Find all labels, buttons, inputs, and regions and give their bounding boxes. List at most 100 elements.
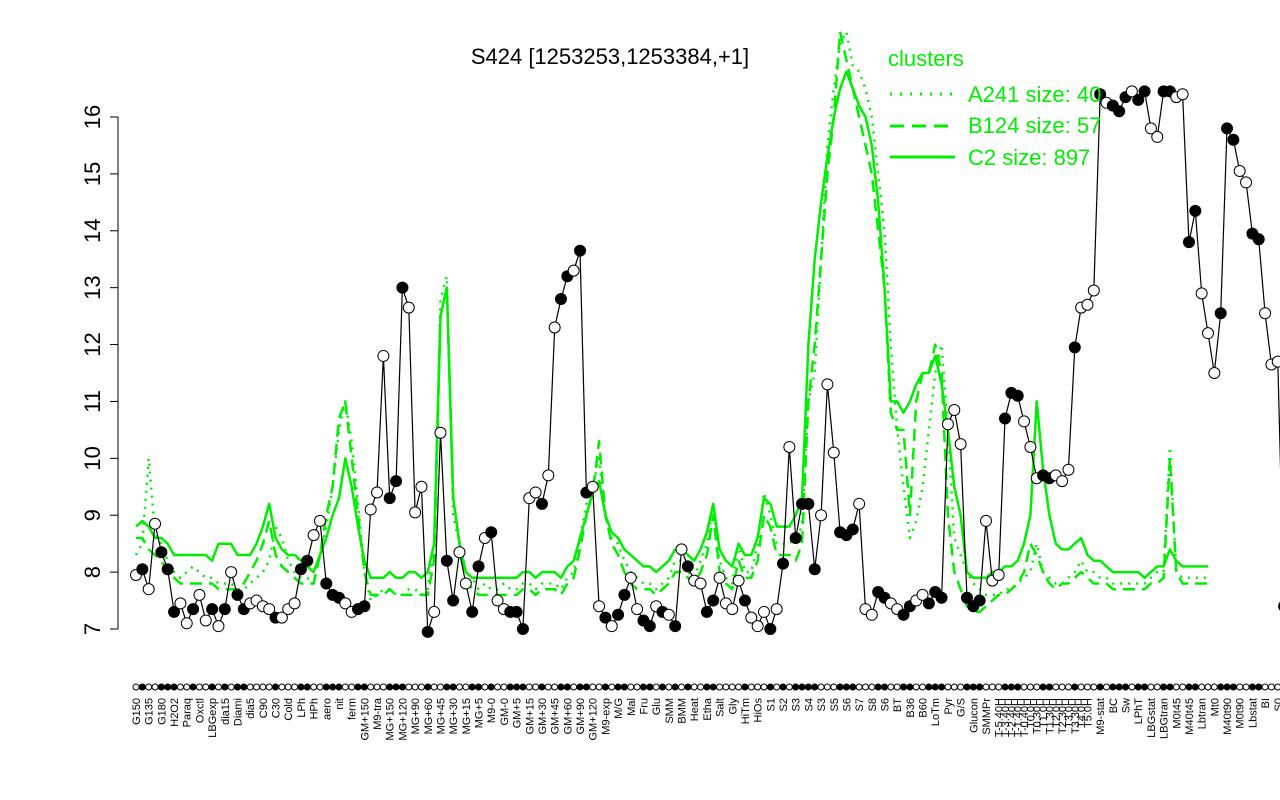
sample-point	[199, 614, 212, 627]
rug-mark	[893, 683, 901, 691]
rug-mark	[887, 683, 895, 691]
sample-point	[1087, 284, 1100, 297]
x-tick-label: GM+120	[588, 698, 600, 741]
rug-mark	[760, 683, 768, 691]
rug-mark	[906, 683, 914, 691]
x-tick-label: G135	[144, 698, 156, 725]
x-tick-label: MG+120	[397, 698, 409, 741]
rug-mark	[170, 683, 178, 691]
x-tick-label: HPh	[309, 698, 321, 719]
rug-mark	[443, 683, 451, 691]
sample-point	[1176, 88, 1189, 101]
rug-mark	[145, 683, 153, 691]
rug-mark	[456, 683, 464, 691]
rug-mark	[506, 683, 514, 691]
rug-mark	[982, 683, 990, 691]
x-tick-label: GM+45	[550, 698, 562, 734]
sample-point	[764, 623, 777, 635]
rug-mark	[880, 683, 888, 691]
x-tick-label: Etha	[702, 697, 714, 721]
x-tick-label: S5	[829, 698, 841, 711]
x-tick-label: M0t90	[1235, 698, 1247, 729]
rug-mark	[658, 683, 666, 691]
rug-mark	[278, 683, 286, 691]
x-axis-labels: G150 G135 G180 H2O2 Paraq Oxctl LBGexp dia15 Dia…	[131, 697, 1280, 740]
rug-mark	[1045, 683, 1053, 691]
sample-point	[599, 611, 612, 624]
sample-point	[700, 605, 713, 618]
x-tick-label: S3	[816, 698, 828, 711]
x-tick-label: M/G	[613, 698, 625, 719]
rug-mark	[291, 683, 299, 691]
y-tick-label: 12	[80, 332, 105, 356]
x-tick-label: H2O2	[169, 698, 181, 727]
rug-mark	[722, 683, 730, 691]
rug-mark	[811, 683, 819, 691]
sample-point	[155, 546, 168, 559]
x-tick-label: M40t45	[1184, 698, 1196, 735]
x-tick-label: LBGtran	[1159, 698, 1171, 739]
sample-point	[320, 577, 333, 590]
rug-mark	[386, 683, 394, 691]
rug-mark	[462, 683, 470, 691]
sample-point	[307, 529, 320, 542]
sample-point	[815, 509, 828, 522]
rug-mark	[348, 683, 356, 691]
x-tick-label: MG+150	[385, 698, 397, 741]
sample-point	[1202, 327, 1214, 340]
sample-point	[713, 571, 726, 584]
sample-point	[732, 574, 745, 587]
sample-point	[149, 517, 162, 530]
rug-mark	[411, 683, 419, 691]
x-tick-label: T-2.40H	[1006, 698, 1018, 737]
x-tick-label: Cold	[283, 698, 295, 721]
rug-mark	[678, 683, 686, 691]
sample-point	[643, 620, 656, 633]
rug-mark	[684, 683, 692, 691]
sample-point	[1132, 93, 1145, 106]
x-tick-label: GM+5	[512, 698, 524, 728]
sample-point	[1024, 440, 1037, 453]
rug-mark	[151, 683, 159, 691]
rug-mark	[544, 683, 552, 691]
rug-mark	[900, 683, 908, 691]
rug-mark	[284, 683, 292, 691]
x-tick-label: Heat	[689, 698, 701, 721]
x-tick-label: M9-tra	[372, 697, 384, 730]
rug-mark	[1160, 683, 1168, 691]
sample-point	[206, 603, 219, 616]
x-tick-label: T3.0H	[1063, 698, 1075, 728]
rug-mark	[1039, 683, 1047, 691]
sample-point	[472, 560, 485, 573]
x-tick-label: T1.0H	[1038, 698, 1050, 728]
rug-mark	[430, 683, 438, 691]
sample-point	[827, 446, 840, 459]
x-tick-label: S4	[803, 698, 815, 711]
rug-mark	[747, 683, 755, 691]
rug-mark	[741, 683, 749, 691]
x-tick-label: M9-stat	[1095, 698, 1107, 735]
rug-mark	[969, 683, 977, 691]
sample-point	[960, 591, 973, 604]
x-tick-label: S8	[867, 698, 879, 711]
x-tick-label: MG+90	[410, 698, 422, 734]
x-tick-label: M0t45	[1171, 698, 1183, 729]
rug-mark	[976, 683, 984, 691]
rug-mark	[950, 683, 958, 691]
rug-mark	[798, 683, 806, 691]
sample-point	[136, 563, 149, 576]
rug-mark	[424, 683, 432, 691]
x-tick-label: GM-0	[499, 698, 511, 726]
x-tick-label: C30	[271, 698, 283, 718]
sample-point	[396, 281, 409, 294]
x-tick-label: S1	[765, 698, 777, 711]
rug-mark	[1090, 683, 1098, 691]
x-tick-label: M9-0	[486, 698, 498, 723]
sample-point	[1018, 415, 1031, 428]
rug-mark	[1001, 683, 1009, 691]
x-tick-label: S6	[879, 698, 891, 711]
sample-point	[288, 597, 301, 610]
sample-point	[897, 608, 910, 621]
sample-point	[466, 605, 479, 618]
rug-mark	[1261, 683, 1269, 691]
